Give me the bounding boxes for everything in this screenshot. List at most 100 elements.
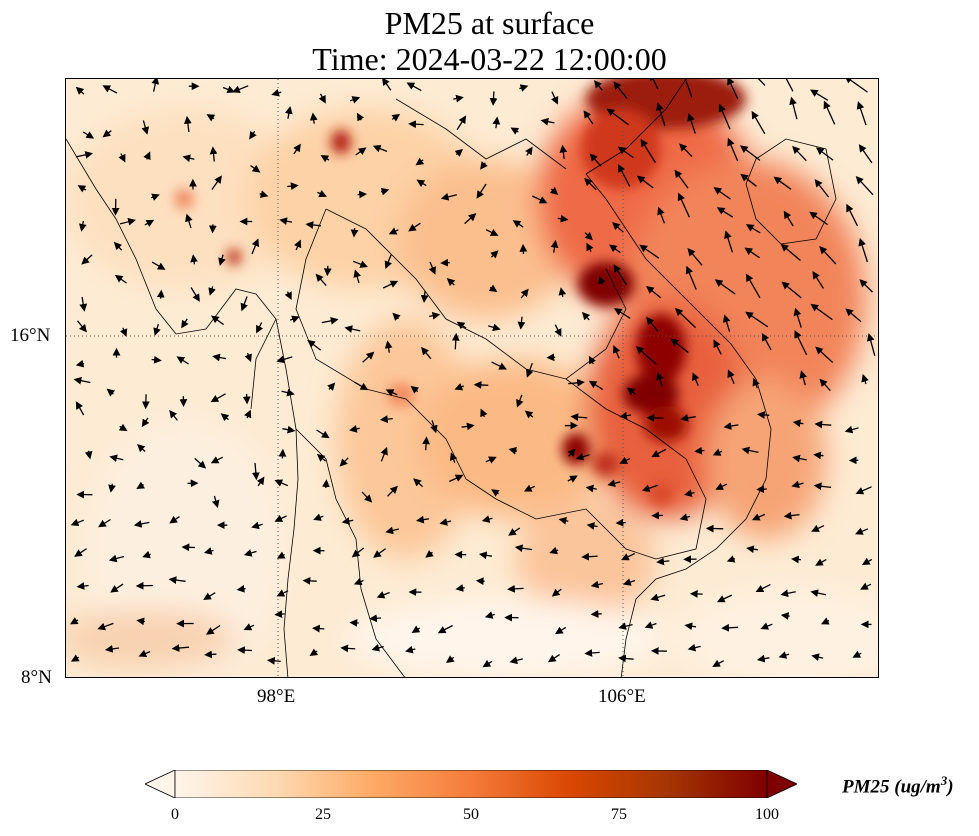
wind-arrow	[439, 518, 452, 526]
wind-arrow	[281, 388, 295, 397]
wind-arrow	[780, 612, 790, 620]
wind-arrow	[680, 414, 696, 422]
wind-arrow	[520, 288, 529, 299]
wind-arrow	[78, 220, 87, 232]
wind-arrow	[356, 112, 365, 122]
wind-arrow	[856, 101, 867, 126]
map-timestamp: Time: 2024-03-22 12:00:00	[312, 41, 667, 77]
wind-arrow	[559, 144, 568, 159]
wind-arrow	[376, 591, 390, 599]
wind-arrow	[279, 217, 293, 225]
wind-arrow	[181, 318, 189, 329]
wind-arrow	[108, 483, 116, 493]
wind-arrow	[316, 429, 330, 439]
wind-vectors	[69, 79, 876, 668]
wind-arrow	[75, 359, 85, 368]
wind-arrow	[456, 115, 467, 131]
wind-arrow	[761, 332, 772, 351]
wind-arrow	[726, 555, 736, 563]
wind-arrow	[584, 231, 593, 241]
wind-arrow	[760, 622, 773, 630]
wind-arrow	[644, 621, 657, 629]
wind-arrow	[480, 408, 488, 418]
wind-arrow	[461, 422, 475, 431]
wind-arrow	[584, 177, 597, 191]
wind-arrow	[861, 557, 873, 565]
wind-arrow	[455, 584, 465, 592]
wind-arrow	[454, 383, 465, 391]
wind-arrow	[169, 515, 180, 524]
wind-arrow	[551, 588, 562, 597]
wind-arrow	[524, 410, 534, 419]
wind-arrow	[783, 511, 800, 520]
wind-arrow	[756, 654, 770, 663]
wind-arrow	[819, 245, 837, 265]
wind-arrow	[860, 582, 872, 590]
wind-arrow	[244, 409, 252, 419]
wind-arrow	[169, 409, 178, 421]
wind-arrow	[143, 151, 151, 161]
wind-arrow	[259, 190, 269, 198]
wind-arrow	[681, 79, 693, 98]
wind-arrow	[814, 420, 832, 429]
wind-arrow	[309, 648, 319, 657]
wind-arrow	[317, 189, 327, 198]
wind-arrow	[606, 108, 629, 126]
wind-arrow	[392, 312, 401, 321]
wind-arrow	[75, 86, 85, 95]
pm25-field	[66, 89, 878, 677]
wind-arrow	[77, 185, 87, 193]
wind-arrow	[276, 355, 293, 364]
wind-arrow	[119, 327, 128, 337]
wind-arrow	[344, 325, 361, 333]
wind-arrow	[781, 281, 802, 299]
wind-arrow	[517, 316, 526, 330]
wind-arrow	[79, 296, 88, 312]
wind-arrow	[845, 308, 862, 323]
wind-arrow	[557, 214, 569, 223]
wind-arrow	[751, 110, 766, 135]
wind-arrow	[773, 176, 792, 190]
wind-arrow	[211, 175, 222, 190]
wind-arrow	[339, 457, 349, 467]
wind-arrow	[69, 617, 79, 625]
wind-arrow	[507, 584, 524, 593]
wind-arrow	[549, 546, 559, 555]
wind-arrow	[793, 307, 802, 328]
wind-arrow	[150, 193, 160, 201]
wind-arrow	[823, 100, 836, 125]
wind-arrow	[550, 239, 559, 253]
wind-arrow	[568, 378, 585, 387]
wind-arrow	[429, 311, 441, 320]
wind-arrow	[321, 479, 330, 489]
wind-arrow	[615, 518, 626, 527]
colorbar-tick-25: 25	[315, 806, 331, 823]
wind-arrow	[639, 244, 660, 259]
wind-arrow	[236, 584, 246, 593]
wind-arrow	[712, 448, 723, 456]
wind-arrow	[385, 526, 400, 535]
wind-arrow	[114, 274, 127, 284]
wind-arrow	[570, 413, 588, 421]
wind-arrow	[752, 377, 760, 389]
wind-arrow	[244, 352, 252, 363]
wind-arrow	[391, 113, 401, 122]
wind-arrow	[251, 238, 260, 255]
wind-arrow	[581, 311, 591, 321]
wind-arrow	[473, 381, 489, 389]
wind-arrow	[411, 625, 421, 633]
wind-arrow	[220, 413, 230, 422]
wind-arrow	[446, 655, 455, 664]
lat-label-16n: 16°N	[10, 325, 51, 346]
wind-arrow	[684, 622, 697, 631]
wind-arrow	[109, 454, 124, 463]
wind-arrow	[612, 222, 624, 233]
wind-arrow	[811, 524, 825, 532]
colorbar-title-text: PM25 (ug/m	[842, 776, 941, 798]
wind-arrow	[309, 112, 318, 124]
wind-arrow	[190, 287, 200, 302]
wind-arrow	[785, 79, 794, 92]
wind-arrow	[256, 476, 265, 487]
colorbar-title: PM25 (ug/m3)	[842, 773, 954, 798]
wind-arrow	[289, 315, 300, 323]
